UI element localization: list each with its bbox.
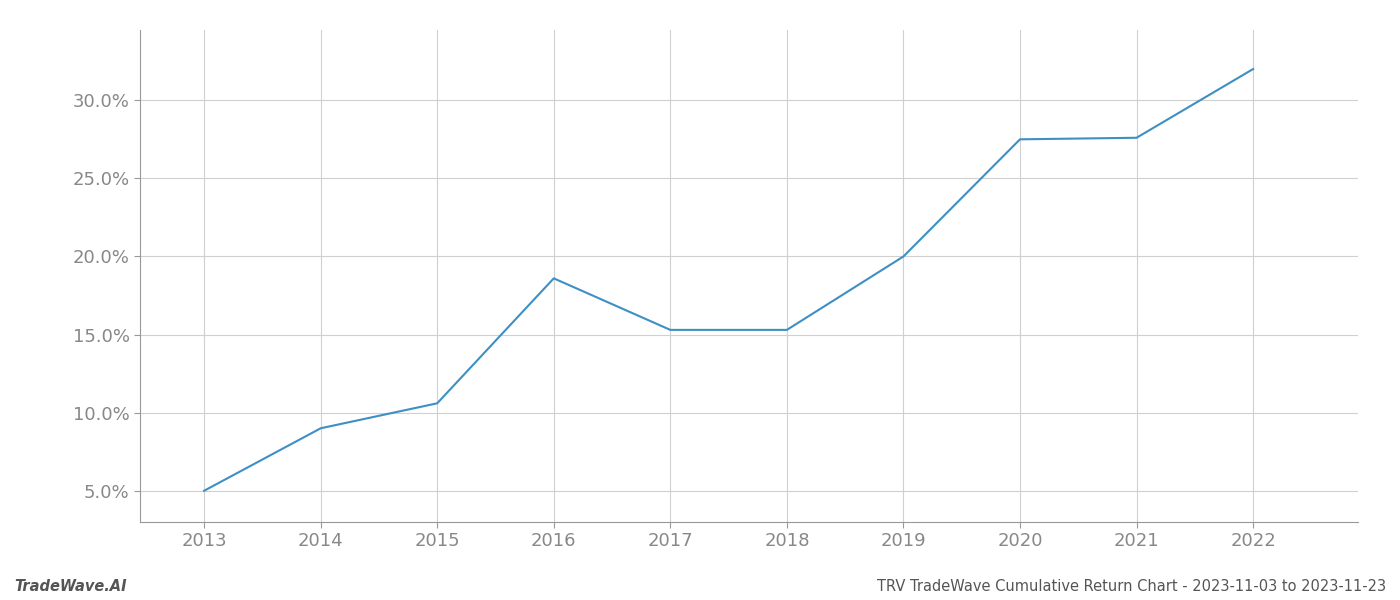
Text: TRV TradeWave Cumulative Return Chart - 2023-11-03 to 2023-11-23: TRV TradeWave Cumulative Return Chart - …	[876, 579, 1386, 594]
Text: TradeWave.AI: TradeWave.AI	[14, 579, 126, 594]
